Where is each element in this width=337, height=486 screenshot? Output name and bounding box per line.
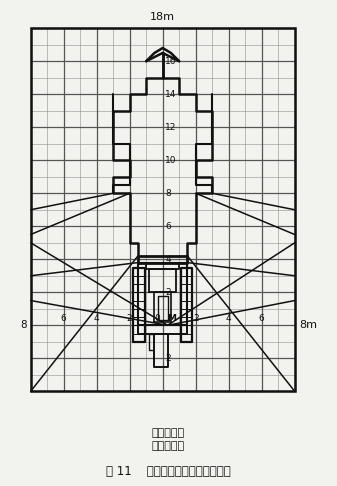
Text: 14: 14 [165, 90, 177, 99]
Text: 出厂编号：: 出厂编号： [152, 429, 185, 438]
Text: 6: 6 [61, 314, 66, 323]
Text: 0: 0 [154, 314, 160, 323]
Text: 6: 6 [259, 314, 265, 323]
Text: 8: 8 [165, 189, 171, 198]
Text: 4: 4 [165, 255, 171, 264]
Text: 2: 2 [127, 314, 132, 323]
Text: 4: 4 [94, 314, 99, 323]
Text: 2: 2 [193, 314, 198, 323]
Text: 2: 2 [165, 354, 171, 363]
Text: 2: 2 [165, 288, 171, 297]
Text: M: M [167, 314, 176, 323]
Text: 6: 6 [165, 222, 171, 231]
Text: 12: 12 [165, 123, 177, 132]
Text: 4: 4 [226, 314, 232, 323]
Text: 16: 16 [165, 57, 177, 66]
Text: 8m: 8m [299, 320, 317, 330]
Text: 10: 10 [165, 156, 177, 165]
Text: 8: 8 [20, 320, 27, 330]
Text: 18m: 18m [150, 12, 175, 21]
Text: 试验地点：: 试验地点： [152, 441, 185, 451]
Text: 图 11    推土机视野性能试验示意图: 图 11 推土机视野性能试验示意图 [106, 465, 231, 478]
